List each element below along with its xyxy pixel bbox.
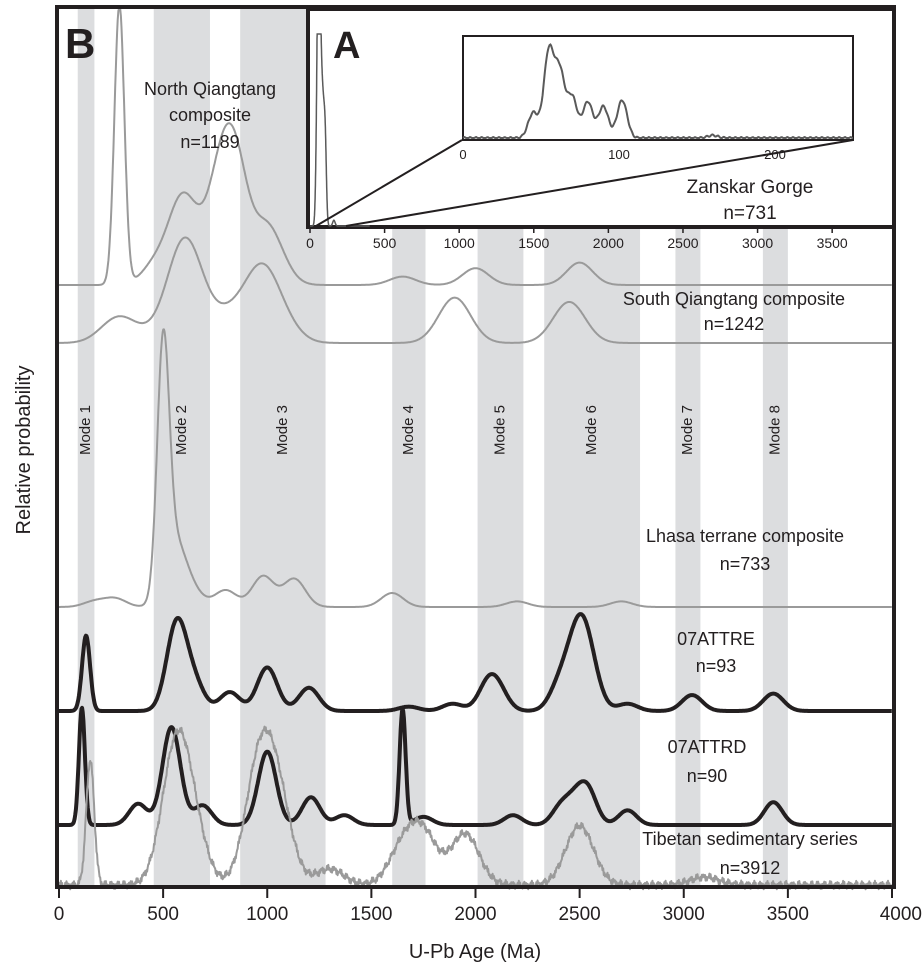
zoom-connector-left [315, 139, 463, 227]
series-count-tibetan-sedimentary-series: n=3912 [720, 858, 781, 878]
series-count-north-qiangtang-composite: n=1189 [180, 132, 239, 152]
inset-series-count: n=731 [723, 203, 776, 224]
mode-label-8: Mode 8 [766, 405, 783, 455]
x-tick-label: 3000 [663, 904, 705, 925]
series-name-lhasa-terrane-composite: Lhasa terrane composite [646, 526, 844, 546]
x-tick-label: 4000 [880, 904, 922, 925]
series-name-07attre: 07ATTRE [677, 629, 755, 649]
series-name-line1-north-qiangtang-composite: North Qiangtang [144, 79, 276, 99]
x-axis-label: U-Pb Age (Ma) [409, 941, 541, 963]
x-tick-label: 2000 [454, 904, 496, 925]
inset-panel-a: A 0 500 1000 1500 2000 2500 3000 3500 0 100 200 Zans… [306, 7, 896, 251]
mode-label-6: Mode 6 [583, 405, 600, 455]
mode-band-2 [153, 9, 210, 885]
inset-x-tick-label: 2000 [593, 235, 624, 251]
y-axis-label: Relative probability [13, 366, 35, 535]
series-name-tibetan-sedimentary-series: Tibetan sedimentary series [642, 829, 857, 849]
mode-label-5: Mode 5 [491, 405, 508, 455]
inset-x-tick-label: 3000 [742, 235, 773, 251]
curve-07attre [57, 612, 894, 713]
inset-x-tick-label: 1000 [444, 235, 475, 251]
zoom-x-tick-label: 200 [764, 147, 786, 162]
series-labels: North Qiangtang composite n=1189 South Qian… [144, 79, 858, 878]
series-name-south-qiangtang-composite: South Qiangtang composite [623, 289, 845, 309]
x-tick-label: 0 [54, 904, 65, 925]
inset-x-tick-label: 0 [306, 235, 314, 251]
mode-label-3: Mode 3 [274, 405, 291, 455]
x-tick-label: 500 [147, 904, 179, 925]
x-tick-label: 1500 [350, 904, 392, 925]
inset-x-tick-label: 500 [373, 235, 397, 251]
x-tick-label: 2500 [558, 904, 600, 925]
inset-zanskar-curve [310, 33, 370, 227]
zoom-x-tick-label: 0 [459, 147, 466, 162]
series-name-line2-north-qiangtang-composite: composite [169, 105, 251, 125]
series-count-lhasa-terrane-composite: n=733 [720, 554, 771, 574]
zoom-zanskar-curve [462, 43, 853, 139]
mode-label-4: Mode 4 [400, 405, 417, 455]
series-name-07attrd: 07ATTRD [668, 737, 747, 757]
series-count-07attre: n=93 [696, 656, 737, 676]
series-count-south-qiangtang-composite: n=1242 [704, 314, 765, 334]
panel-label-b: B [65, 20, 95, 67]
zoom-connector-right [345, 139, 854, 227]
curve-lhasa-terrane-composite [58, 328, 893, 608]
inset-x-tick-label: 1500 [518, 235, 549, 251]
curve-south-qiangtang-composite [58, 236, 893, 344]
mode-label-1: Mode 1 [77, 405, 94, 455]
mode-label-7: Mode 7 [679, 405, 696, 455]
zoom-box [462, 35, 854, 141]
series-count-07attrd: n=90 [687, 766, 728, 786]
zoom-x-tick-label: 100 [608, 147, 630, 162]
inset-x-tick-label: 3500 [817, 235, 848, 251]
probability-curves [57, 8, 894, 891]
x-axis: 0 500 1000 1500 2000 2500 3000 3500 4000 [54, 887, 922, 925]
curve-north-qiangtang-composite [58, 8, 893, 286]
mode-label-2: Mode 2 [173, 405, 190, 455]
panel-label-a: A [333, 25, 360, 67]
inset-x-tick-label: 2500 [667, 235, 698, 251]
inset-series-name: Zanskar Gorge [687, 177, 814, 198]
curve-tibetan-sedimentary-series [58, 725, 893, 891]
x-tick-label: 1000 [246, 904, 288, 925]
x-tick-label: 3500 [767, 904, 809, 925]
